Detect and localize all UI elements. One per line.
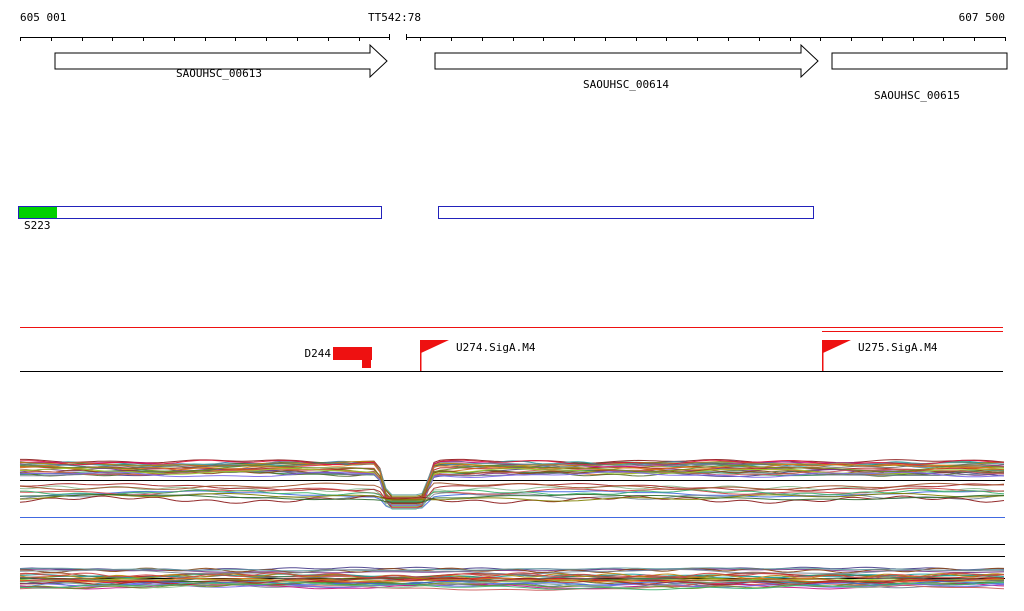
gene-label-saouhsc-00614[interactable]: SAOUHSC_00614 (582, 78, 670, 91)
site-flag[interactable] (823, 340, 851, 353)
gene-label-saouhsc-00613[interactable]: SAOUHSC_00613 (175, 67, 263, 80)
coverage-trace (19, 572, 1005, 579)
coverage-trace (19, 582, 1005, 591)
gene-label-saouhsc-00615[interactable]: SAOUHSC_00615 (873, 89, 961, 102)
gene-arrow[interactable] (434, 43, 819, 79)
coverage-trace (19, 485, 1005, 509)
gene-arrow[interactable] (831, 52, 1008, 70)
coverage-trace (19, 462, 1005, 501)
coverage-trace (19, 468, 1005, 503)
coverage-trace (20, 463, 1005, 502)
coverage-panel-upper[interactable] (19, 458, 1005, 510)
gene-track[interactable] (54, 43, 1008, 79)
site-d244-block[interactable] (333, 347, 372, 360)
coverage-trace (20, 489, 1005, 502)
site-label-u275[interactable]: U275.SigA.M4 (858, 341, 938, 354)
coverage-panel-lower[interactable] (19, 566, 1005, 591)
regulatory-track[interactable] (20, 327, 1003, 372)
site-d244-stub[interactable] (362, 360, 371, 368)
transcript-start-marker[interactable] (18, 206, 57, 218)
ruler-track (20, 34, 1006, 41)
site-label-d244[interactable]: D244 (304, 347, 332, 360)
coverage-trace (19, 465, 1005, 501)
coordinate-label-right: 607 500 (958, 11, 1005, 24)
site-label-u274[interactable]: U274.SigA.M4 (456, 341, 536, 354)
transcript-box[interactable] (18, 206, 382, 219)
coverage-trace (19, 580, 1005, 586)
transcript-label-s223[interactable]: S223 (24, 219, 51, 232)
terminator-label[interactable]: TT542:78 (368, 11, 421, 24)
coverage-trace (19, 569, 1005, 575)
coverage-trace (19, 567, 1005, 572)
coverage-trace (19, 467, 1005, 508)
coverage-trace (19, 581, 1005, 590)
transcript-box[interactable] (438, 206, 814, 219)
coverage-trace (19, 494, 1005, 503)
transcript-track[interactable] (18, 206, 814, 219)
gene-arrow[interactable] (54, 43, 388, 79)
coverage-trace (19, 482, 1005, 499)
coverage-trace (19, 471, 1005, 507)
coverage-trace (19, 495, 1005, 504)
site-flag[interactable] (421, 340, 449, 353)
coordinate-label-left: 605 001 (20, 11, 67, 24)
